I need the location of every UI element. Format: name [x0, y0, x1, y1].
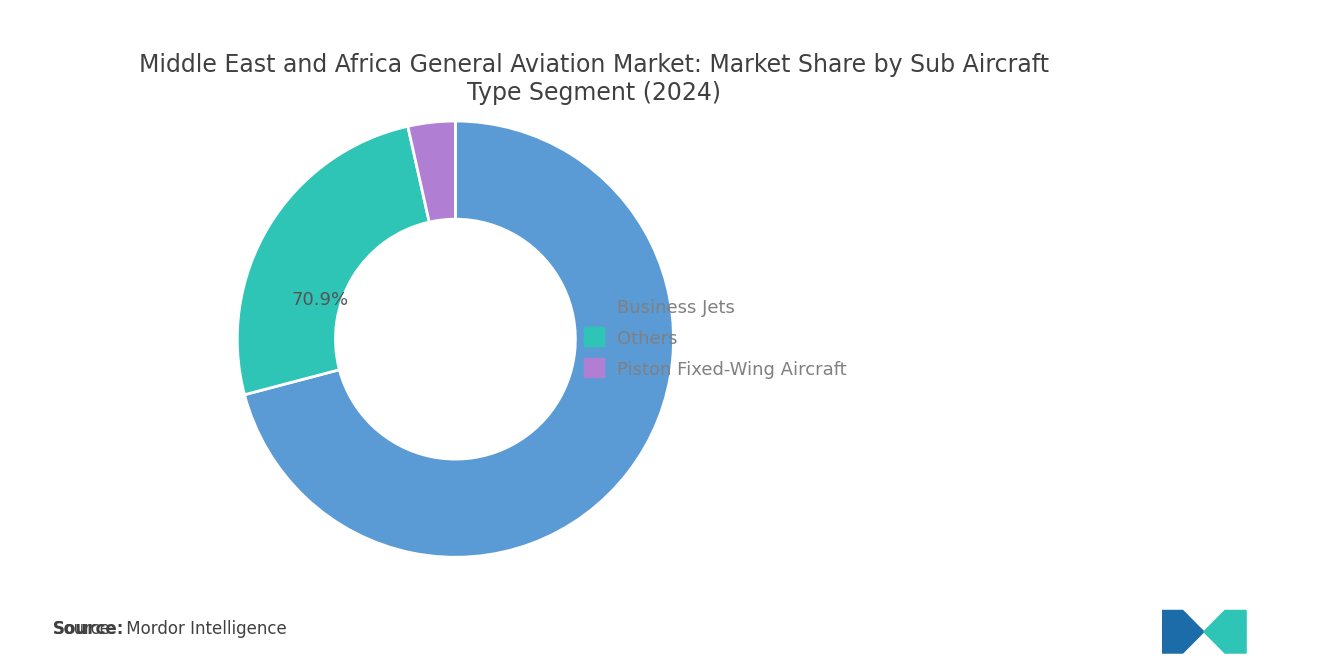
Wedge shape	[408, 121, 455, 222]
Text: Middle East and Africa General Aviation Market: Market Share by Sub Aircraft
Typ: Middle East and Africa General Aviation …	[139, 53, 1049, 105]
Polygon shape	[1204, 610, 1246, 653]
Text: 70.9%: 70.9%	[292, 291, 348, 309]
Text: Source:  Mordor Intelligence: Source: Mordor Intelligence	[53, 620, 286, 638]
Wedge shape	[238, 126, 429, 395]
Text: Source:: Source:	[53, 620, 124, 638]
Legend: Business Jets, Others, Piston Fixed-Wing Aircraft: Business Jets, Others, Piston Fixed-Wing…	[585, 299, 846, 379]
Wedge shape	[244, 121, 673, 557]
Polygon shape	[1162, 610, 1204, 653]
